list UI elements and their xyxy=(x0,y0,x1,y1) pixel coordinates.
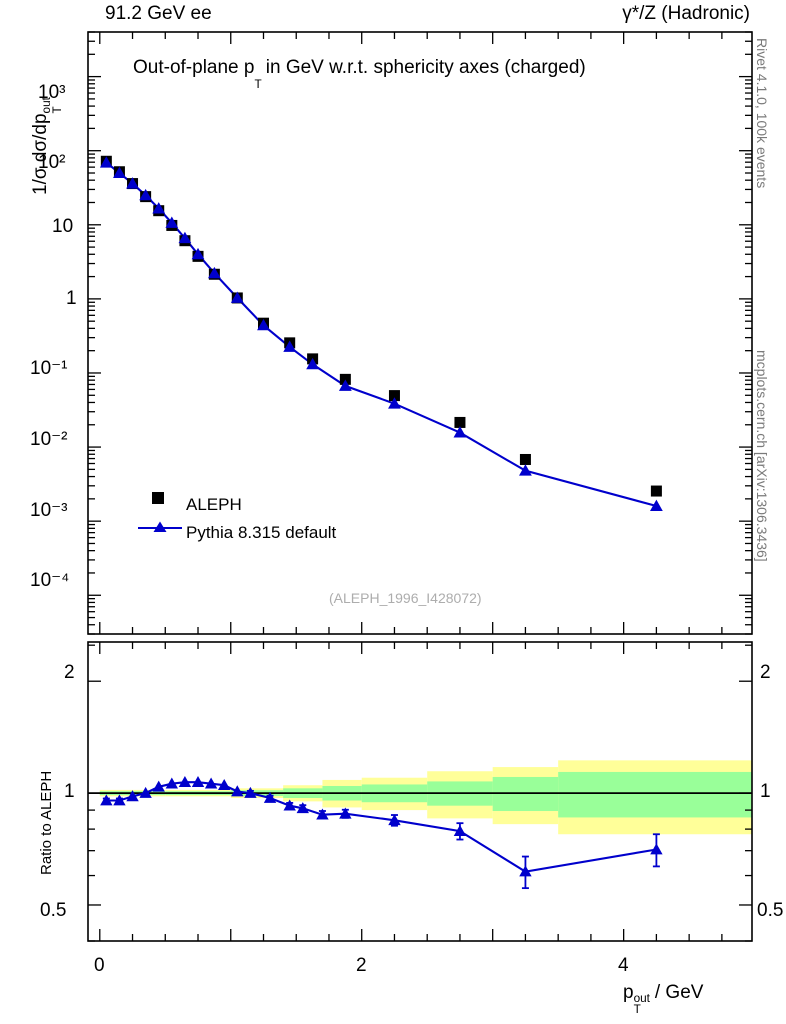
xaxis-label-sub: T xyxy=(633,1002,641,1016)
ratio-marker-triangle xyxy=(231,785,244,797)
ratio-marker-triangle xyxy=(388,814,401,826)
pythia-curve-main xyxy=(105,161,657,508)
xaxis-label-sup: out xyxy=(633,991,650,1005)
pythia-marker-triangle xyxy=(178,231,192,244)
main-ytick-label-4: 10⁻¹ xyxy=(30,358,68,379)
ratio-marker-triangle xyxy=(218,779,231,791)
main-plot-title-a: Out-of-plane p xyxy=(133,57,255,78)
ratio-marker-triangle xyxy=(178,775,192,788)
pythia-marker-triangle xyxy=(306,357,320,370)
main-ytick-label-2: 10 xyxy=(52,216,74,237)
xaxis-label-a: p xyxy=(623,982,634,1003)
main-ytick-label-6: 10⁻³ xyxy=(30,500,68,521)
xaxis-label: p out T / GeV xyxy=(623,982,704,1016)
analysis-watermark: (ALEPH_1996_I428072) xyxy=(329,590,482,606)
ratio-marker-triangle xyxy=(113,794,126,806)
xtick-label-2: 4 xyxy=(618,955,629,976)
ratio-marker-triangle xyxy=(126,790,139,802)
aleph-marker-square xyxy=(650,485,662,497)
pythia-marker-triangle xyxy=(649,499,663,512)
ratio-marker-triangle xyxy=(204,777,218,789)
main-ytick-label-5: 10⁻² xyxy=(30,429,68,450)
main-panel-frame xyxy=(87,31,753,635)
pythia-marker-triangle xyxy=(207,266,221,279)
pythia-marker-triangle xyxy=(519,464,532,476)
aleph-marker-square xyxy=(454,416,466,428)
pythia-marker-triangle xyxy=(191,247,205,260)
pythia-marker-triangle xyxy=(283,340,297,352)
ratio-ytick-label-right-05: 0.5 xyxy=(757,900,784,921)
pythia-marker-triangle xyxy=(126,177,139,189)
ratio-marker-triangle xyxy=(165,777,179,789)
ratio-marker-triangle xyxy=(244,786,257,798)
pythia-marker-triangle xyxy=(230,291,244,303)
legend-marker-pythia-triangle xyxy=(153,521,167,532)
main-ytick-label-7: 10⁻⁴ xyxy=(30,570,70,591)
main-plot-title-b: in GeV w.r.t. sphericity axes (charged) xyxy=(260,57,586,78)
ratio-ytick-label-left-05: 0.5 xyxy=(40,900,67,921)
xtick-label-1: 2 xyxy=(356,955,367,976)
pythia-marker-triangle xyxy=(453,426,467,438)
main-ytick-label-1: 10² xyxy=(38,152,66,173)
legend-label-pythia: Pythia 8.315 default xyxy=(186,523,337,542)
ratio-marker-triangle xyxy=(191,775,205,788)
ratio-marker-triangle xyxy=(316,808,329,820)
ratio-marker-triangle xyxy=(139,786,152,798)
pythia-marker-triangle xyxy=(338,379,352,391)
xaxis-label-b: / GeV xyxy=(649,982,704,1003)
pythia-marker-triangle xyxy=(257,318,270,331)
ratio-marker-triangle xyxy=(283,799,296,811)
ratio-marker-triangle xyxy=(263,791,277,803)
ratio-marker-triangle xyxy=(453,824,467,836)
ratio-marker-triangle xyxy=(650,843,663,855)
aleph-marker-square xyxy=(519,453,531,465)
pythia-marker-triangle xyxy=(113,166,126,178)
ratio-ytick-label-right-1: 1 xyxy=(760,781,771,802)
ratio-marker-triangle xyxy=(100,794,113,806)
ratio-marker-triangle xyxy=(519,865,532,877)
ratio-panel-frame xyxy=(87,641,753,942)
generated-graphics xyxy=(87,31,753,942)
ratio-ytick-label-left-2: 2 xyxy=(64,662,75,683)
aleph-marker-square xyxy=(388,390,400,402)
ratio-marker-triangle xyxy=(339,807,352,819)
ratio-ytick-label-left-1: 1 xyxy=(64,781,75,802)
legend-marker-aleph-square xyxy=(152,492,164,504)
pythia-marker-triangle xyxy=(99,156,113,168)
ratio-marker-triangle xyxy=(152,780,165,792)
pythia-marker-triangle xyxy=(165,216,179,228)
header-left-beam-energy: 91.2 GeV ee xyxy=(105,3,212,24)
ratio-marker-triangle xyxy=(296,802,309,814)
ratio-band-inner-8 xyxy=(558,771,752,818)
pythia-marker-triangle xyxy=(388,397,401,409)
legend-label-aleph: ALEPH xyxy=(186,495,242,514)
xtick-label-0: 0 xyxy=(94,955,105,976)
ratio-ytick-label-right-2: 2 xyxy=(760,662,771,683)
main-plot-title-sub: T xyxy=(254,77,262,91)
main-ytick-label-0: 10³ xyxy=(38,82,66,103)
main-ytick-label-3: 1 xyxy=(66,288,77,309)
aleph-marker-square xyxy=(339,373,351,385)
header-right-process: γ*/Z (Hadronic) xyxy=(622,3,750,24)
pythia-marker-triangle xyxy=(139,188,153,201)
pythia-marker-triangle xyxy=(152,202,166,214)
